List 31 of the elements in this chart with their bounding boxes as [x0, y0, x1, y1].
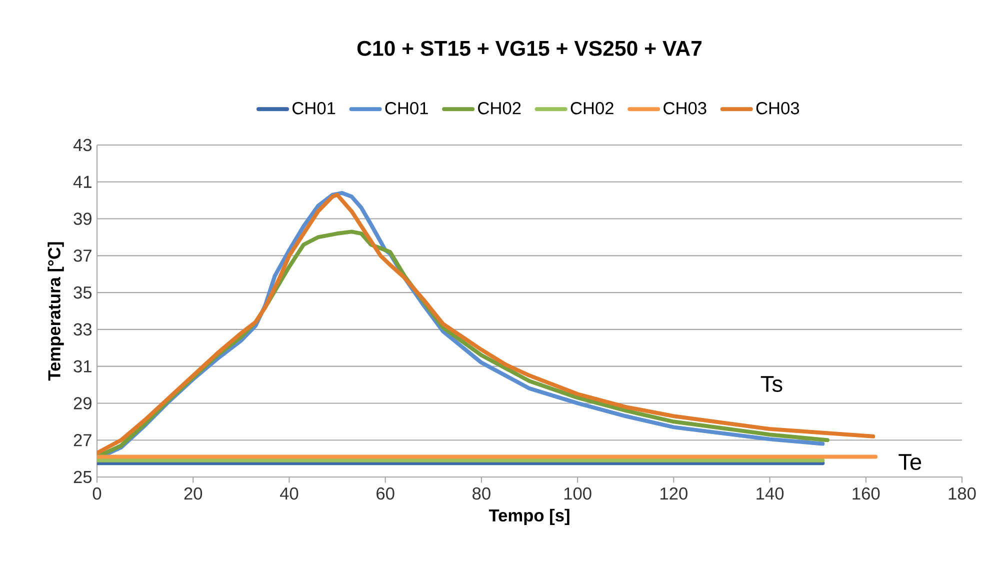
- y-tick-label: 33: [74, 323, 92, 336]
- x-tick-label: 100: [564, 487, 592, 500]
- legend-label: CH02: [478, 102, 521, 114]
- y-tick-label: 25: [74, 470, 92, 484]
- legend-label: CH01: [292, 102, 336, 114]
- x-axis-title: Tempo [s]: [488, 508, 570, 525]
- chart-title: C10 + ST15 + VG15 + VS250 + VA7: [357, 40, 702, 56]
- y-tick-label: 31: [74, 360, 92, 372]
- x-tick-label: 80: [472, 487, 490, 500]
- y-axis-title: Temperatura [°C]: [48, 242, 64, 381]
- legend-label: CH03: [664, 102, 706, 114]
- annotation: Ts: [760, 376, 782, 392]
- legend-label: CH03: [756, 102, 800, 114]
- y-tick-label: 37: [74, 250, 92, 262]
- x-tick-label: 40: [280, 487, 298, 500]
- legend-label: CH02: [570, 102, 614, 114]
- y-tick-label: 43: [73, 138, 92, 152]
- y-tick-label: 39: [74, 212, 92, 225]
- x-tick-label: 0: [92, 487, 102, 500]
- x-tick-label: 140: [756, 487, 784, 500]
- y-tick-label: 35: [74, 286, 92, 299]
- y-tick-label: 29: [74, 397, 92, 410]
- y-tick-label: 27: [74, 434, 92, 446]
- annotation: Te: [898, 454, 922, 470]
- legend-label: CH01: [385, 102, 428, 114]
- x-tick-label: 120: [660, 487, 688, 500]
- x-tick-label: 20: [184, 487, 202, 500]
- y-tick-label: 41: [73, 176, 92, 188]
- x-tick-label: 180: [948, 487, 976, 500]
- x-tick-label: 60: [376, 487, 394, 500]
- x-tick-label: 160: [852, 487, 880, 500]
